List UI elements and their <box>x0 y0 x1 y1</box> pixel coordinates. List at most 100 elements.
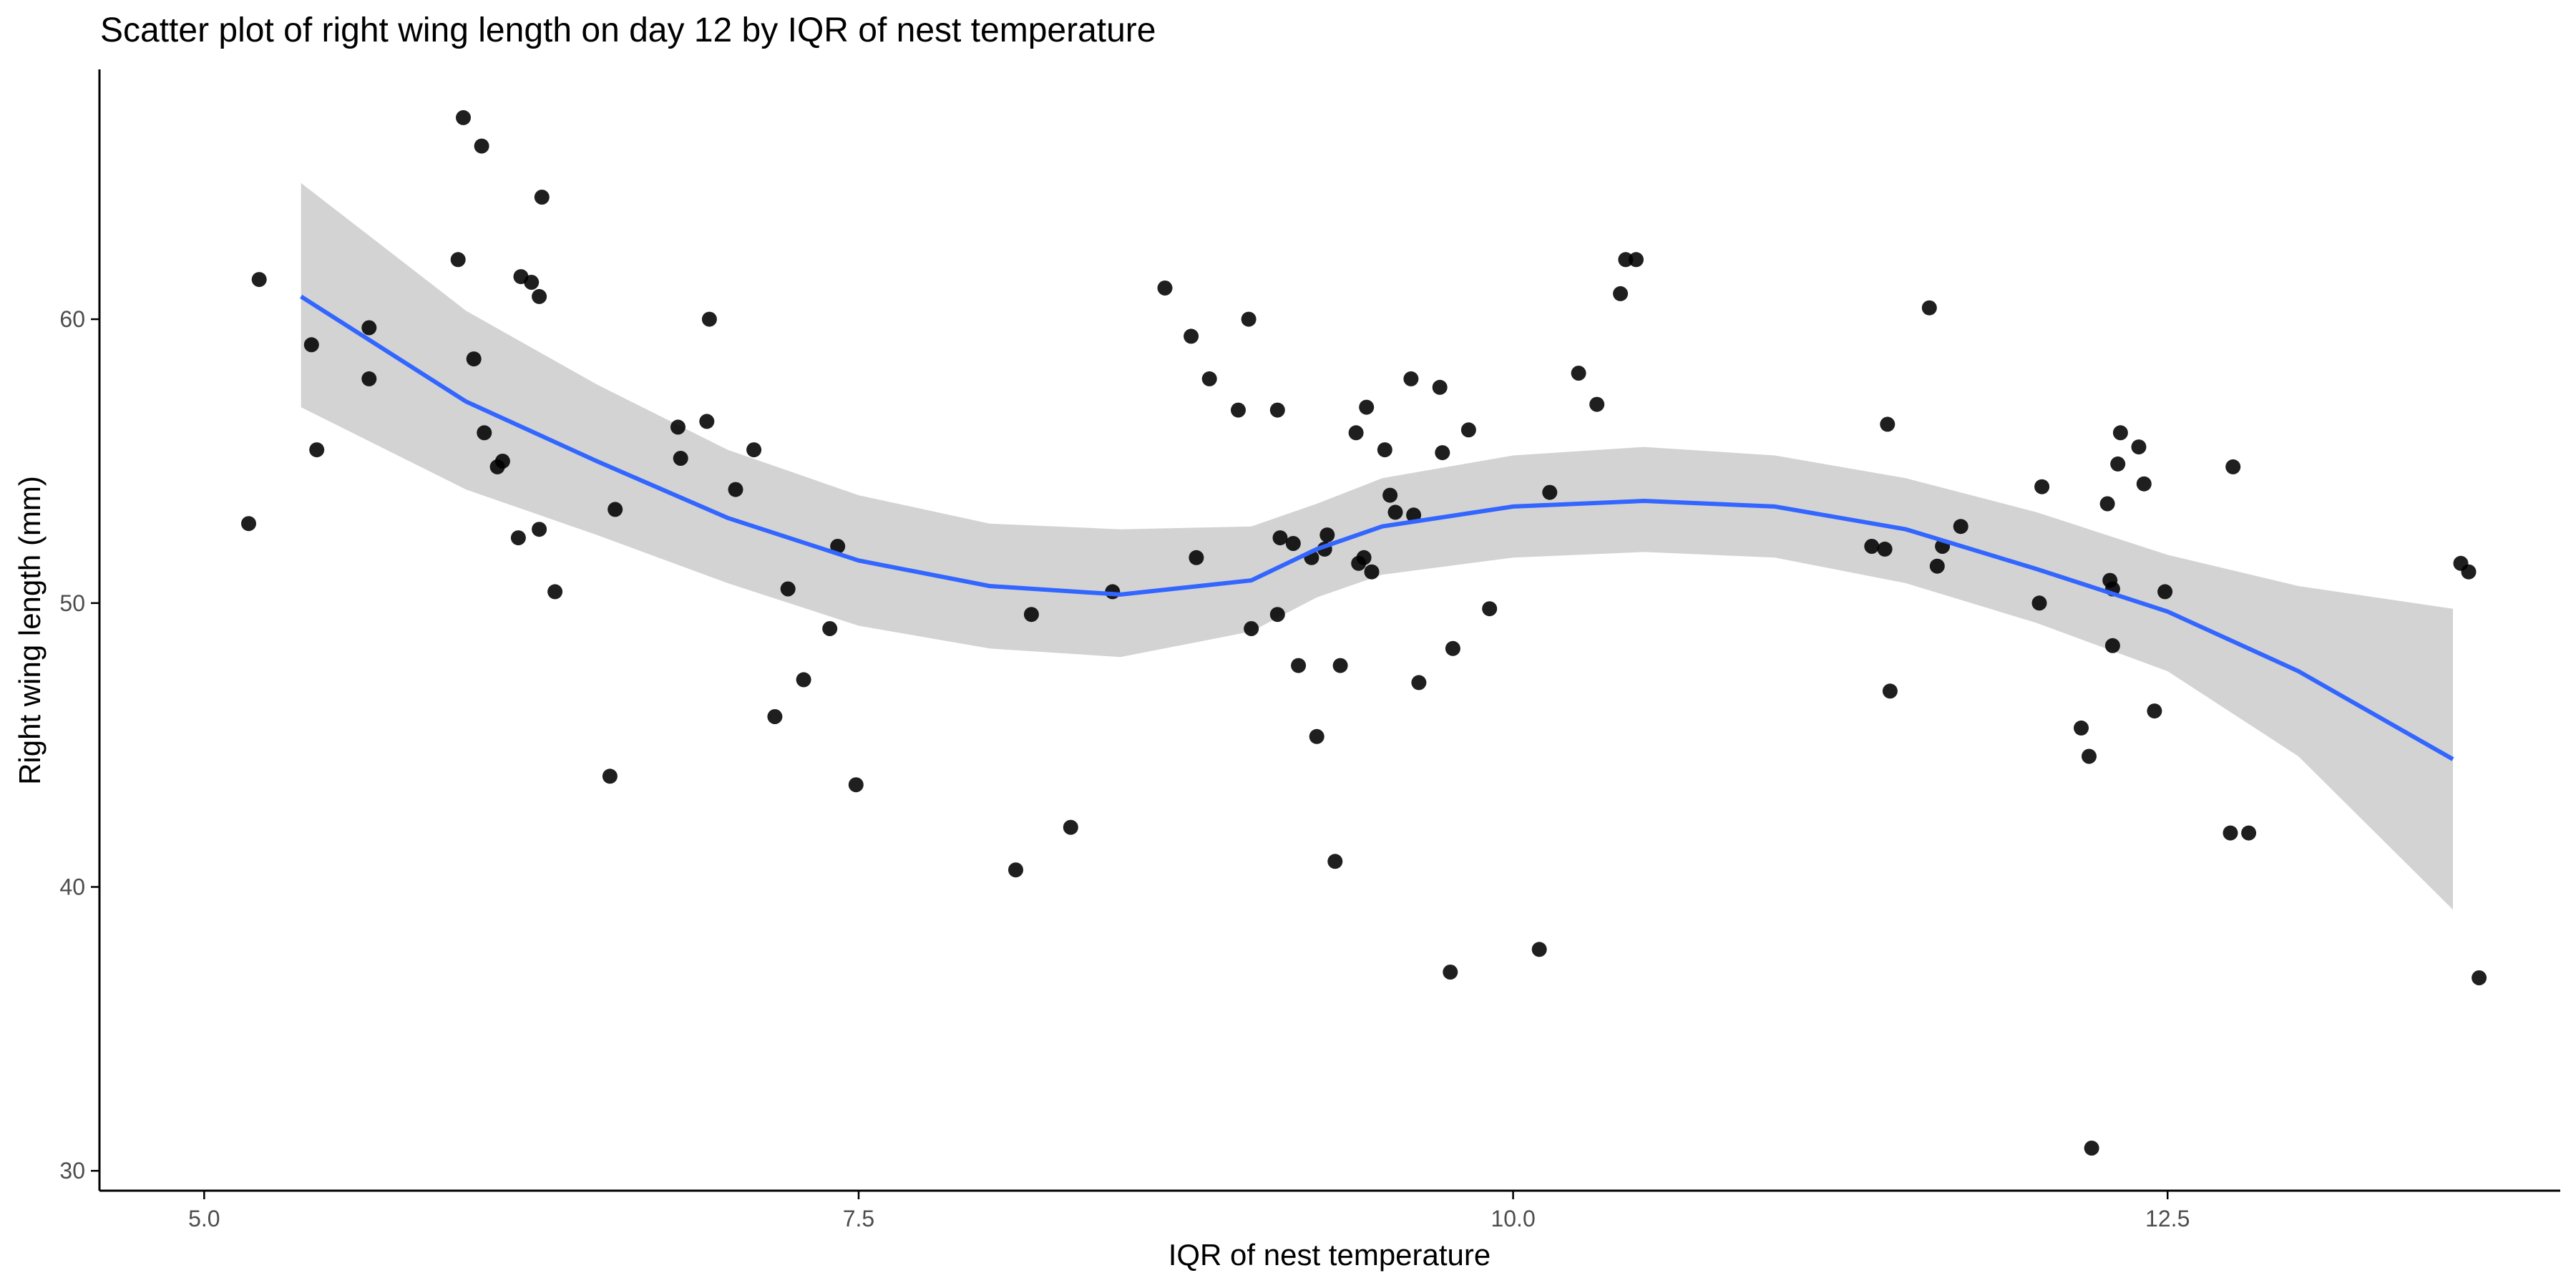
data-point-93 <box>2084 1141 2099 1156</box>
data-point-48 <box>1272 530 1288 546</box>
data-point-2 <box>251 272 267 288</box>
data-point-35 <box>1008 862 1023 878</box>
data-point-37 <box>1063 819 1078 835</box>
data-point-97 <box>2104 638 2120 653</box>
x-tick-label: 5.0 <box>188 1206 220 1231</box>
data-point-104 <box>2223 825 2238 841</box>
data-point-54 <box>1319 527 1335 543</box>
data-point-5 <box>361 371 377 386</box>
data-point-103 <box>2157 584 2173 600</box>
data-point-1 <box>241 516 256 532</box>
data-point-27 <box>728 482 743 497</box>
data-point-7 <box>450 252 466 268</box>
data-point-42 <box>1201 371 1217 386</box>
data-point-23 <box>670 419 686 435</box>
data-point-10 <box>477 425 492 441</box>
data-point-34 <box>848 777 864 793</box>
data-point-24 <box>673 451 688 466</box>
data-point-60 <box>1359 399 1375 415</box>
data-point-68 <box>1432 379 1448 395</box>
data-point-108 <box>2461 564 2477 580</box>
data-point-32 <box>822 621 838 636</box>
data-point-21 <box>602 769 618 784</box>
data-point-45 <box>1244 621 1259 636</box>
data-point-46 <box>1269 402 1285 418</box>
data-point-71 <box>1443 965 1458 980</box>
data-point-28 <box>746 442 762 458</box>
data-point-69 <box>1435 445 1450 461</box>
data-point-47 <box>1269 607 1285 623</box>
data-point-49 <box>1285 536 1301 551</box>
data-point-29 <box>767 709 783 724</box>
data-point-73 <box>1482 601 1498 617</box>
data-point-91 <box>2074 720 2089 736</box>
data-point-52 <box>1309 728 1324 744</box>
data-point-6 <box>361 320 377 336</box>
data-point-105 <box>2225 459 2241 474</box>
data-point-66 <box>1406 507 1422 523</box>
data-point-55 <box>1327 854 1343 869</box>
y-tick-label: 30 <box>59 1158 85 1184</box>
data-point-44 <box>1241 311 1257 327</box>
data-point-77 <box>1589 396 1605 412</box>
data-point-31 <box>796 672 811 688</box>
data-point-14 <box>510 530 526 546</box>
data-point-59 <box>1356 550 1372 565</box>
data-point-57 <box>1348 425 1364 441</box>
data-point-83 <box>1880 416 1896 432</box>
data-point-89 <box>2031 595 2047 611</box>
data-point-78 <box>1613 286 1629 301</box>
data-point-56 <box>1332 658 1348 673</box>
data-point-18 <box>532 522 547 537</box>
data-point-90 <box>2034 479 2050 494</box>
data-point-85 <box>1921 300 1937 316</box>
data-point-9 <box>466 351 482 367</box>
data-point-43 <box>1231 402 1246 418</box>
data-point-25 <box>699 414 715 429</box>
data-point-50 <box>1291 658 1307 673</box>
x-tick-label: 12.5 <box>2145 1206 2190 1231</box>
data-point-26 <box>701 311 717 327</box>
data-point-72 <box>1460 422 1476 438</box>
data-point-36 <box>1023 607 1039 623</box>
data-point-106 <box>2241 825 2257 841</box>
data-point-62 <box>1377 442 1392 458</box>
data-point-20 <box>547 584 563 600</box>
data-point-76 <box>1571 366 1586 381</box>
data-point-65 <box>1403 371 1419 386</box>
data-point-88 <box>1953 519 1968 535</box>
data-point-41 <box>1189 550 1204 565</box>
data-point-70 <box>1445 640 1460 656</box>
data-point-64 <box>1387 504 1403 520</box>
confidence-ribbon <box>301 182 2454 910</box>
data-point-79 <box>1618 252 1634 268</box>
data-point-3 <box>303 337 319 353</box>
x-axis-title: IQR of nest temperature <box>1169 1238 1491 1272</box>
x-tick-label: 10.0 <box>1491 1206 1535 1231</box>
data-point-11 <box>474 138 489 154</box>
data-point-80 <box>1629 252 1644 268</box>
data-point-33 <box>830 539 846 554</box>
y-axis-title: Right wing length (mm) <box>13 476 47 785</box>
data-point-100 <box>2131 439 2147 455</box>
x-tick-label: 7.5 <box>843 1206 874 1231</box>
data-point-4 <box>309 442 325 458</box>
y-tick-label: 50 <box>59 590 85 616</box>
data-point-19 <box>534 190 550 205</box>
data-point-40 <box>1184 328 1199 344</box>
x-axis-ticks: 5.0 7.5 10.0 12.5 <box>188 1191 2190 1231</box>
data-point-82 <box>1877 541 1893 557</box>
data-point-109 <box>2472 970 2487 985</box>
data-point-8 <box>456 109 471 125</box>
data-point-22 <box>608 502 623 517</box>
data-point-84 <box>1882 683 1898 699</box>
data-point-94 <box>2099 496 2115 512</box>
data-point-102 <box>2147 703 2162 719</box>
y-tick-label: 40 <box>59 874 85 900</box>
y-axis-ticks: 30 40 50 60 <box>59 306 99 1184</box>
smooth-line <box>300 294 2454 761</box>
data-point-98 <box>2110 456 2126 472</box>
data-point-67 <box>1411 675 1427 691</box>
data-point-75 <box>1542 484 1558 500</box>
data-point-81 <box>1864 539 1880 554</box>
